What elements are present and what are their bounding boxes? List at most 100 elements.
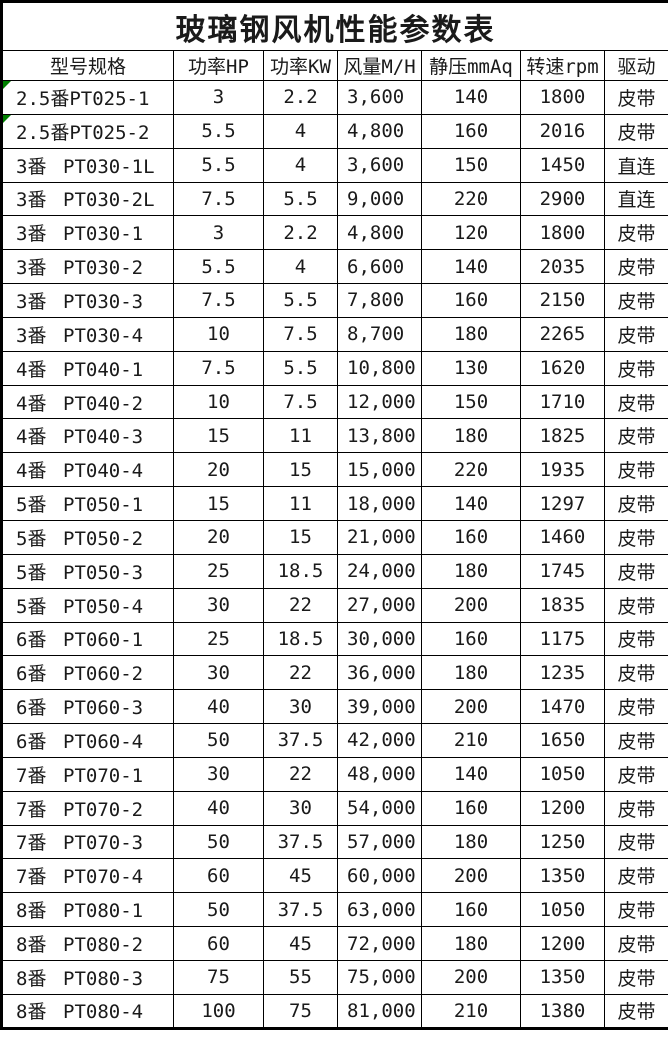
pressure-cell[interactable]: 140 [421, 756, 521, 792]
drive-cell[interactable]: 皮带 [603, 113, 668, 149]
pressure-cell[interactable]: 140 [421, 486, 521, 521]
kw-cell[interactable]: 22 [263, 756, 338, 792]
rpm-cell[interactable]: 1650 [520, 723, 605, 758]
pressure-cell[interactable]: 130 [421, 350, 521, 386]
rpm-cell[interactable]: 2035 [520, 249, 605, 285]
hp-cell[interactable]: 10 [173, 316, 264, 352]
drive-cell[interactable]: 皮带 [603, 80, 668, 115]
drive-cell[interactable]: 皮带 [603, 993, 668, 1029]
rpm-cell[interactable]: 1350 [520, 858, 605, 894]
pressure-cell[interactable]: 220 [421, 452, 521, 488]
pressure-cell[interactable]: 140 [421, 249, 521, 285]
kw-cell[interactable]: 45 [263, 858, 338, 894]
drive-cell[interactable]: 皮带 [603, 316, 668, 352]
pressure-cell[interactable]: 160 [421, 621, 521, 657]
kw-cell[interactable]: 15 [263, 519, 338, 555]
drive-cell[interactable]: 皮带 [603, 756, 668, 792]
rpm-cell[interactable]: 1380 [520, 993, 605, 1029]
hp-cell[interactable]: 25 [173, 621, 264, 657]
rpm-cell[interactable]: 2150 [520, 283, 605, 318]
model-cell[interactable]: 2.5番PT025-1 [1, 80, 174, 115]
hp-cell[interactable]: 15 [173, 418, 264, 454]
kw-cell[interactable]: 5.5 [263, 283, 338, 318]
flow-cell[interactable]: 81,000 [337, 993, 422, 1029]
model-cell[interactable]: 5番 PT050-1 [1, 486, 174, 521]
drive-cell[interactable]: 皮带 [603, 790, 668, 826]
flow-cell[interactable]: 27,000 [337, 587, 422, 623]
model-cell[interactable]: 3番 PT030-2L [1, 181, 174, 217]
hp-cell[interactable]: 25 [173, 553, 264, 589]
flow-cell[interactable]: 72,000 [337, 926, 422, 961]
pressure-cell[interactable]: 210 [421, 723, 521, 758]
kw-cell[interactable]: 2.2 [263, 80, 338, 115]
kw-cell[interactable]: 30 [263, 689, 338, 725]
pressure-cell[interactable]: 220 [421, 181, 521, 217]
drive-cell[interactable]: 皮带 [603, 249, 668, 285]
kw-cell[interactable]: 37.5 [263, 723, 338, 758]
drive-cell[interactable]: 皮带 [603, 959, 668, 995]
model-cell[interactable]: 7番 PT070-2 [1, 790, 174, 826]
kw-cell[interactable]: 2.2 [263, 215, 338, 251]
rpm-cell[interactable]: 1350 [520, 959, 605, 995]
kw-cell[interactable]: 30 [263, 790, 338, 826]
hp-cell[interactable]: 30 [173, 587, 264, 623]
rpm-cell[interactable]: 1450 [520, 147, 605, 183]
pressure-cell[interactable]: 140 [421, 80, 521, 115]
drive-cell[interactable]: 皮带 [603, 655, 668, 691]
pressure-cell[interactable]: 200 [421, 858, 521, 894]
hp-cell[interactable]: 5.5 [173, 249, 264, 285]
flow-cell[interactable]: 63,000 [337, 892, 422, 928]
drive-cell[interactable]: 皮带 [603, 283, 668, 318]
pressure-cell[interactable]: 200 [421, 959, 521, 995]
flow-cell[interactable]: 21,000 [337, 519, 422, 555]
model-cell[interactable]: 6番 PT060-2 [1, 655, 174, 691]
flow-cell[interactable]: 8,700 [337, 316, 422, 352]
flow-cell[interactable]: 57,000 [337, 824, 422, 860]
hp-cell[interactable]: 7.5 [173, 181, 264, 217]
hp-cell[interactable]: 40 [173, 689, 264, 725]
hp-cell[interactable]: 30 [173, 756, 264, 792]
drive-cell[interactable]: 皮带 [603, 452, 668, 488]
flow-cell[interactable]: 48,000 [337, 756, 422, 792]
model-cell[interactable]: 3番 PT030-1 [1, 215, 174, 251]
rpm-cell[interactable]: 2900 [520, 181, 605, 217]
pressure-cell[interactable]: 160 [421, 519, 521, 555]
model-cell[interactable]: 4番 PT040-3 [1, 418, 174, 454]
flow-cell[interactable]: 10,800 [337, 350, 422, 386]
drive-cell[interactable]: 皮带 [603, 553, 668, 589]
kw-cell[interactable]: 7.5 [263, 384, 338, 420]
rpm-cell[interactable]: 1800 [520, 215, 605, 251]
drive-cell[interactable]: 皮带 [603, 418, 668, 454]
rpm-cell[interactable]: 2265 [520, 316, 605, 352]
drive-cell[interactable]: 直连 [603, 147, 668, 183]
model-cell[interactable]: 8番 PT080-4 [1, 993, 174, 1029]
drive-cell[interactable]: 皮带 [603, 215, 668, 251]
pressure-cell[interactable]: 180 [421, 553, 521, 589]
hp-cell[interactable]: 7.5 [173, 350, 264, 386]
hp-cell[interactable]: 50 [173, 892, 264, 928]
model-cell[interactable]: 4番 PT040-4 [1, 452, 174, 488]
rpm-cell[interactable]: 1835 [520, 587, 605, 623]
rpm-cell[interactable]: 1235 [520, 655, 605, 691]
kw-cell[interactable]: 4 [263, 147, 338, 183]
pressure-cell[interactable]: 200 [421, 587, 521, 623]
pressure-cell[interactable]: 150 [421, 384, 521, 420]
rpm-cell[interactable]: 2016 [520, 113, 605, 149]
drive-cell[interactable]: 皮带 [603, 519, 668, 555]
model-cell[interactable]: 8番 PT080-2 [1, 926, 174, 961]
model-cell[interactable]: 7番 PT070-1 [1, 756, 174, 792]
hp-cell[interactable]: 30 [173, 655, 264, 691]
pressure-cell[interactable]: 180 [421, 655, 521, 691]
flow-cell[interactable]: 13,800 [337, 418, 422, 454]
flow-cell[interactable]: 75,000 [337, 959, 422, 995]
rpm-cell[interactable]: 1470 [520, 689, 605, 725]
rpm-cell[interactable]: 1050 [520, 756, 605, 792]
drive-cell[interactable]: 皮带 [603, 384, 668, 420]
drive-cell[interactable]: 直连 [603, 181, 668, 217]
hp-cell[interactable]: 100 [173, 993, 264, 1029]
model-cell[interactable]: 6番 PT060-1 [1, 621, 174, 657]
rpm-cell[interactable]: 1825 [520, 418, 605, 454]
model-cell[interactable]: 7番 PT070-3 [1, 824, 174, 860]
flow-cell[interactable]: 54,000 [337, 790, 422, 826]
kw-cell[interactable]: 18.5 [263, 621, 338, 657]
